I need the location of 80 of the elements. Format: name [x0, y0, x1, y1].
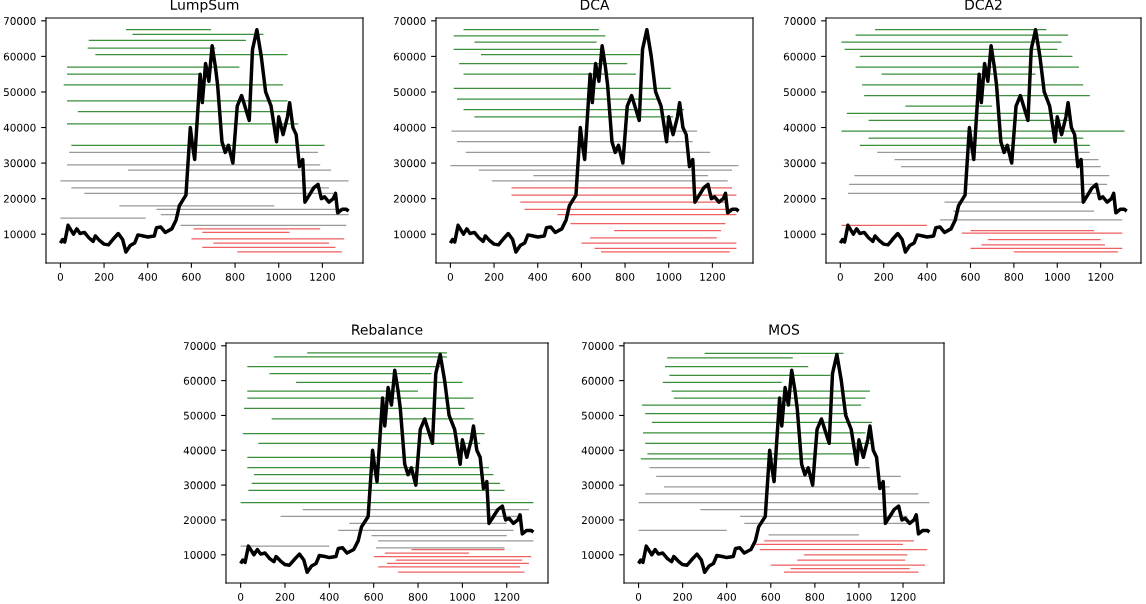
x-tick-label: 0 — [238, 592, 244, 601]
y-tick-label: 70000 — [183, 342, 216, 350]
x-tick-label: 1200 — [494, 592, 520, 601]
y-tick-label: 10000 — [184, 551, 216, 559]
x-tick-label: 1200 — [1088, 272, 1114, 281]
y-tick-label: 40000 — [581, 446, 614, 455]
chart-title: Rebalance — [352, 324, 423, 335]
x-tick-label: 800 — [805, 592, 825, 601]
line-series — [58, 27, 351, 254]
x-tick-label: 1000 — [450, 592, 475, 601]
line-series — [448, 27, 741, 254]
x-tick-label: 1000 — [1045, 272, 1070, 281]
x-tick-label: 400 — [528, 272, 547, 281]
y-tick-label: 20000 — [393, 194, 426, 203]
chart-title: LumpSum — [170, 0, 239, 13]
x-tick-label: 0 — [447, 272, 454, 281]
y-tick-label: 10000 — [4, 230, 36, 239]
x-tick-label: 0 — [57, 272, 64, 281]
y-tick-label: 60000 — [783, 52, 816, 61]
x-tick-label: 600 — [761, 592, 781, 601]
y-tick-label: 30000 — [581, 481, 614, 490]
x-tick-label: 600 — [182, 272, 201, 281]
y-tick-label: 60000 — [3, 52, 36, 61]
y-tick-label: 30000 — [393, 159, 426, 168]
y-tick-label: 30000 — [783, 159, 816, 168]
x-tick-label: 200 — [673, 592, 692, 601]
x-tick-label: 0 — [635, 592, 642, 601]
y-tick-label: 60000 — [393, 52, 426, 61]
y-tick-label: 40000 — [393, 123, 426, 132]
x-tick-label: 200 — [484, 272, 504, 281]
y-tick-label: 20000 — [3, 194, 36, 203]
y-tick-label: 40000 — [783, 123, 816, 132]
y-tick-label: 70000 — [393, 17, 426, 25]
y-tick-label: 10000 — [582, 551, 614, 559]
y-tick-label: 20000 — [183, 516, 216, 525]
x-tick-label: 1200 — [700, 272, 725, 281]
x-tick-label: 200 — [874, 272, 893, 281]
chart-title: MOS — [769, 324, 800, 335]
y-tick-label: 50000 — [183, 411, 216, 420]
x-tick-label: 1200 — [310, 272, 335, 281]
y-tick-label: 30000 — [3, 159, 36, 168]
x-tick-label: 400 — [319, 592, 339, 601]
y-tick-label: 20000 — [581, 516, 614, 525]
x-tick-label: 800 — [1004, 272, 1024, 281]
line-series — [238, 352, 536, 574]
y-tick-label: 40000 — [3, 123, 36, 132]
line-series — [636, 352, 932, 574]
x-tick-label: 1000 — [846, 592, 872, 601]
x-tick-label: 800 — [615, 272, 635, 281]
x-tick-label: 800 — [408, 592, 428, 601]
line-series — [838, 27, 1129, 254]
x-tick-label: 600 — [572, 272, 591, 281]
x-tick-label: 600 — [364, 592, 383, 601]
x-tick-label: 400 — [138, 272, 157, 281]
x-tick-label: 200 — [275, 592, 295, 601]
x-tick-label: 0 — [837, 272, 843, 281]
y-tick-label: 70000 — [3, 17, 36, 25]
y-tick-label: 40000 — [183, 446, 216, 455]
y-tick-label: 70000 — [581, 342, 614, 350]
y-tick-label: 60000 — [581, 376, 614, 385]
y-tick-label: 50000 — [783, 88, 816, 97]
x-tick-label: 1000 — [266, 272, 292, 281]
chart-title: DCA — [580, 0, 610, 10]
x-tick-label: 600 — [961, 272, 980, 281]
y-tick-label: 20000 — [783, 194, 816, 203]
y-tick-label: 50000 — [3, 88, 36, 97]
y-tick-label: 30000 — [183, 481, 216, 490]
y-tick-label: 70000 — [783, 17, 816, 25]
y-tick-label: 60000 — [183, 376, 216, 385]
x-tick-label: 400 — [917, 272, 937, 281]
y-tick-label: 50000 — [581, 411, 614, 420]
x-tick-label: 800 — [225, 272, 245, 281]
y-tick-label: 50000 — [393, 88, 426, 97]
x-tick-label: 1000 — [656, 272, 682, 281]
y-tick-label: 10000 — [784, 230, 816, 239]
x-tick-label: 1200 — [890, 592, 916, 601]
y-tick-label: 10000 — [394, 230, 426, 239]
chart-title: DCA2 — [965, 0, 1002, 10]
x-tick-label: 200 — [94, 272, 114, 281]
x-tick-label: 400 — [717, 592, 736, 601]
